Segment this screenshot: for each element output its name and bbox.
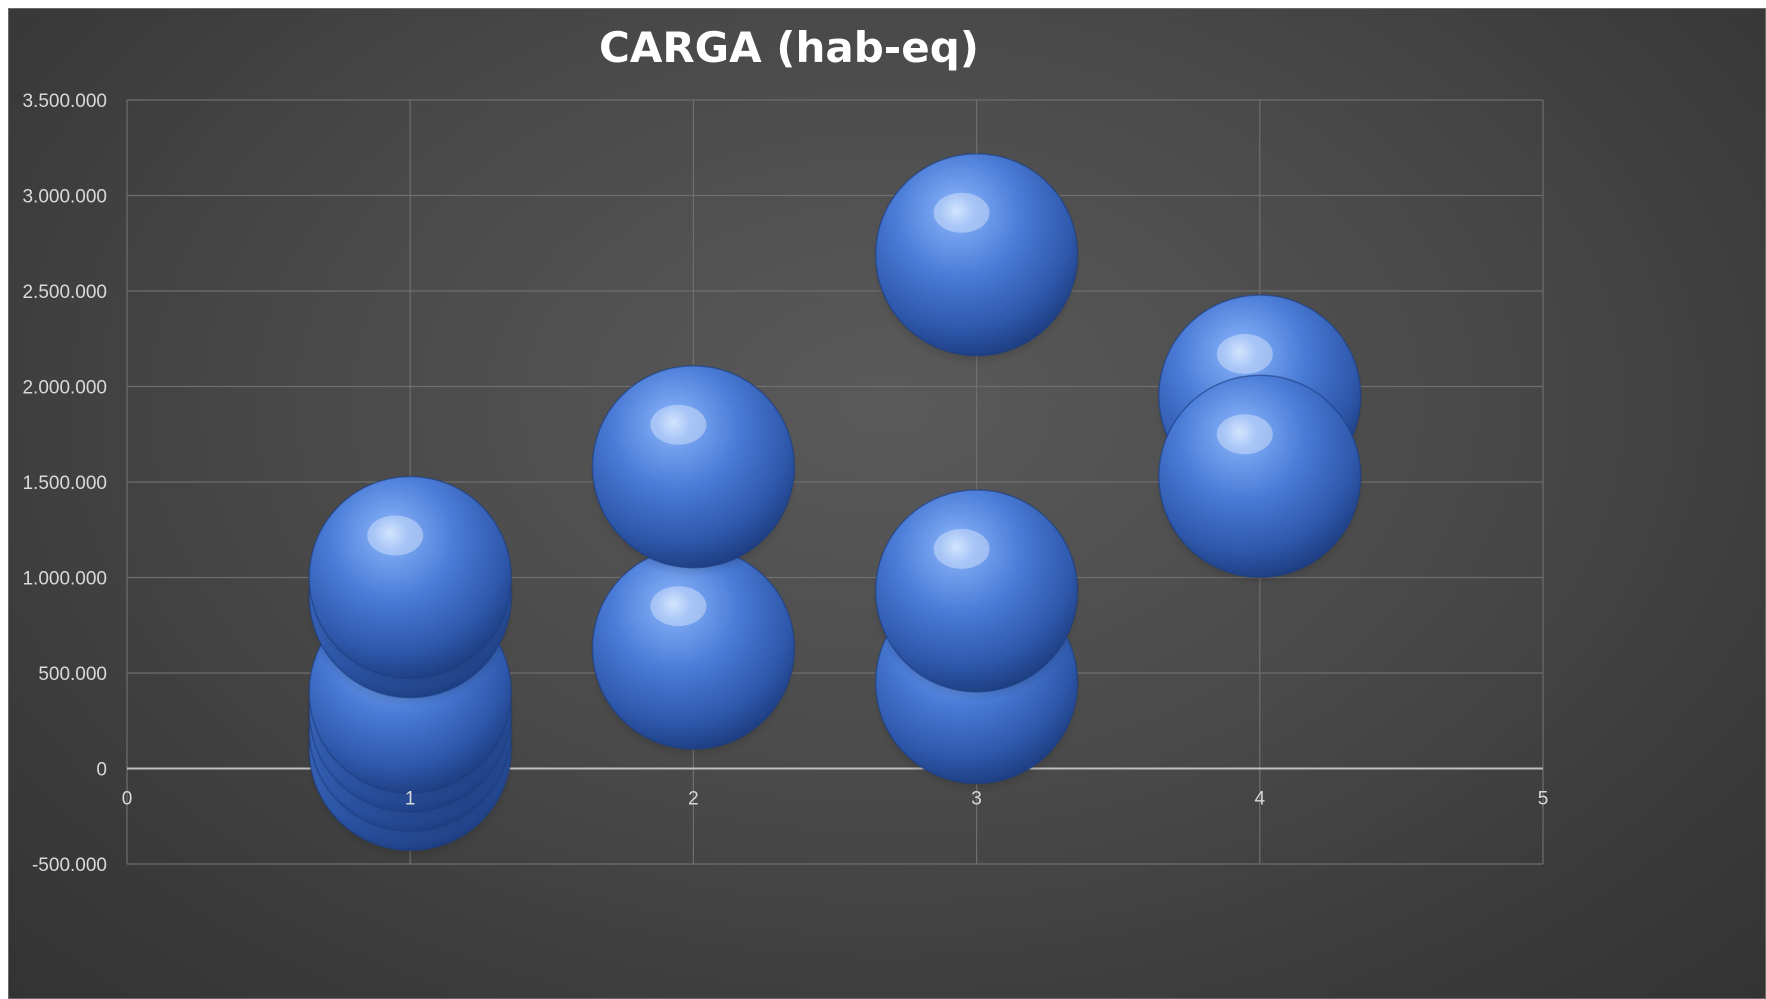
y-tick-label: 3.000.000 [22, 187, 107, 208]
x-tick-label: 3 [971, 789, 982, 810]
x-tick-label: 4 [1255, 789, 1266, 810]
bubble-point [588, 364, 799, 578]
bubble-point [871, 489, 1082, 702]
bubble-point [588, 546, 799, 760]
chart-title: CARGA (hab-eq) [599, 23, 979, 72]
y-tick-label: -500.000 [32, 855, 107, 876]
y-tick-label: 0 [96, 760, 107, 781]
x-tick-label: 5 [1538, 789, 1549, 810]
y-tick-label: 1.000.000 [22, 569, 107, 590]
bubbles [305, 152, 1365, 861]
bubble-point [305, 475, 516, 689]
y-tick-label: 1.500.000 [22, 473, 107, 494]
y-tick-label: 3.500.000 [22, 91, 107, 112]
bubble-point [871, 152, 1082, 366]
y-tick-label: 500.000 [38, 664, 107, 685]
x-tick-label: 2 [688, 789, 699, 810]
tick-labels: -500.000 0 500.000 1.000.000 1.500.000 2.000.… [22, 91, 1548, 876]
x-tick-label: 0 [122, 789, 133, 810]
y-tick-label: 2.500.000 [22, 282, 107, 303]
bubble-point [1154, 374, 1365, 588]
chart-area [8, 8, 1766, 999]
x-tick-label: 1 [405, 789, 416, 810]
y-tick-label: 2.000.000 [22, 378, 107, 399]
